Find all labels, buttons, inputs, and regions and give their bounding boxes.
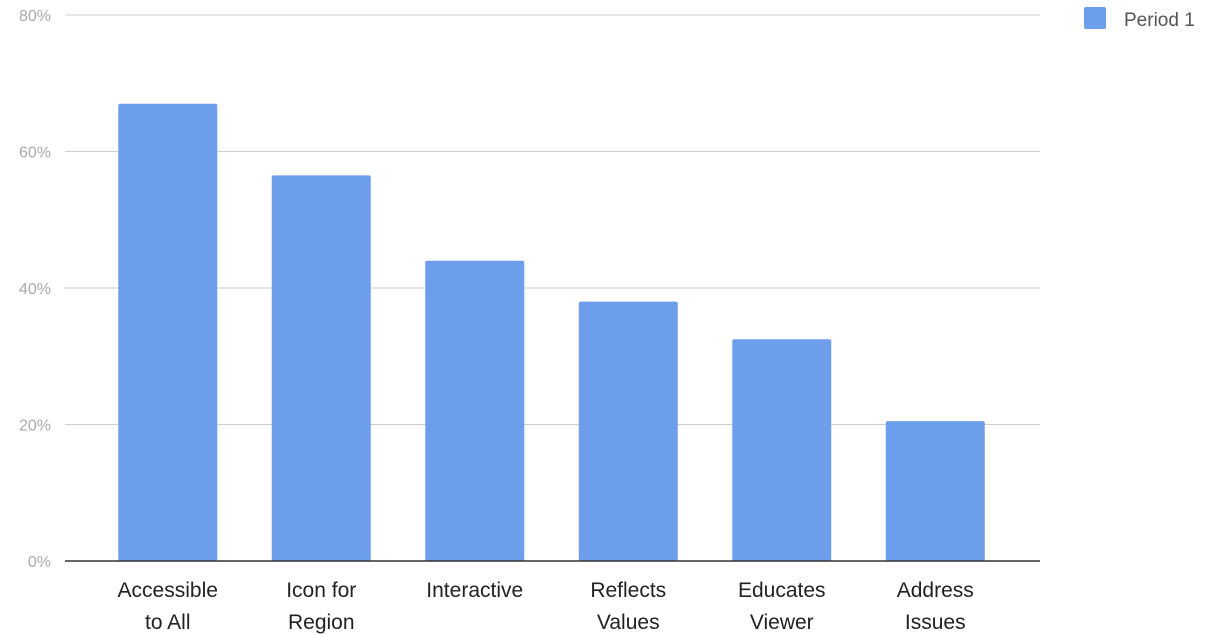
x-axis-ticks: Accessible to All Icon for Region Interactiv… [118, 579, 974, 634]
bar [578, 301, 678, 561]
y-tick-label: 20% [19, 418, 51, 435]
legend-label: Period 1 [1124, 10, 1195, 31]
legend-swatch [1084, 7, 1106, 29]
bars [118, 103, 985, 561]
y-tick-label: 0% [28, 554, 51, 571]
x-tick-label: Accessible to All [118, 579, 218, 634]
x-tick-label: Reflects Values [590, 579, 666, 634]
x-tick-label: Educates Viewer [738, 579, 826, 634]
bar [271, 175, 371, 561]
gridlines [65, 14, 1040, 425]
x-tick-label: Interactive [426, 579, 523, 602]
bar [118, 103, 218, 561]
y-tick-label: 60% [19, 145, 51, 162]
bar [425, 260, 525, 561]
y-tick-label: 80% [19, 8, 51, 25]
bar [732, 339, 832, 561]
legend: Period 1 [1084, 7, 1195, 31]
y-axis-ticks: 0% 20% 40% 60% 80% [19, 8, 51, 571]
bar [885, 421, 985, 561]
y-tick-label: 40% [19, 281, 51, 298]
x-tick-label: Icon for Region [286, 579, 356, 634]
x-tick-label: Address Issues [897, 579, 974, 634]
